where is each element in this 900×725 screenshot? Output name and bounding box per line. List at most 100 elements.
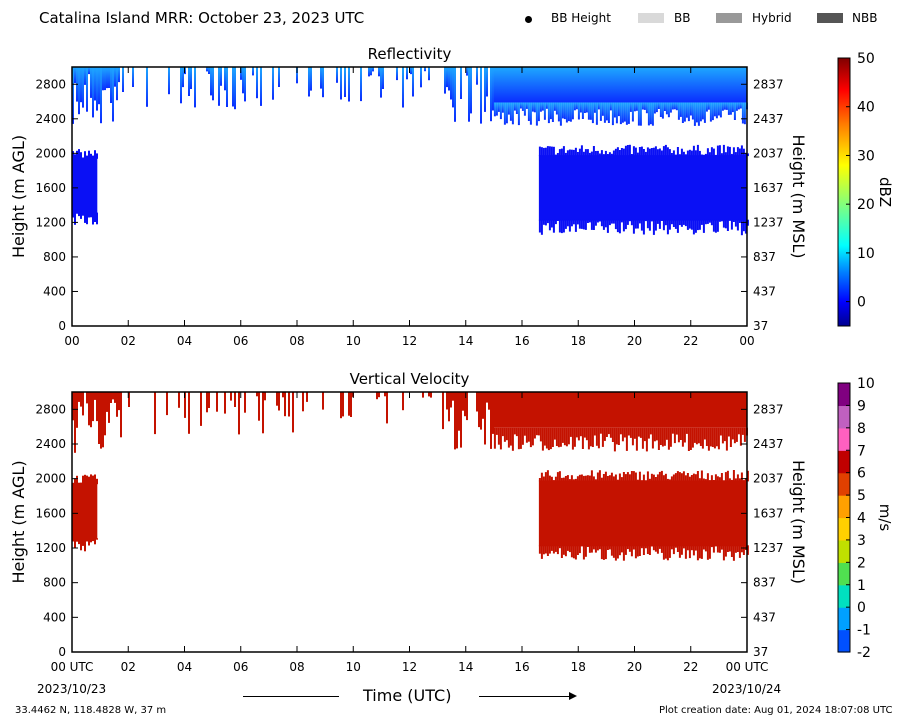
y-tick-label: 0 bbox=[58, 319, 66, 333]
x-tick-label: 14 bbox=[458, 660, 473, 674]
y-tick-label: 800 bbox=[43, 250, 66, 264]
y-tick-label-right: 2437 bbox=[753, 437, 784, 451]
x-tick-label: 00 bbox=[739, 334, 754, 348]
left-arrow-line bbox=[243, 696, 339, 697]
colorbar-segment bbox=[838, 562, 850, 586]
colorbar-segment bbox=[838, 405, 850, 429]
data-region-late-cloud bbox=[538, 470, 749, 561]
x-tick-label: 12 bbox=[402, 660, 417, 674]
y-tick-label: 2400 bbox=[35, 112, 66, 126]
x-tick-label: 12 bbox=[402, 334, 417, 348]
data-region-late-cloud bbox=[538, 144, 749, 236]
colorbar-segment bbox=[838, 517, 850, 541]
y-tick-label: 2400 bbox=[35, 437, 66, 451]
y-tick-label-right: 2037 bbox=[753, 472, 784, 486]
colorbar: -2 -1 0 1 2 3 4 5 6 7 8 9 10 m/s bbox=[837, 376, 894, 661]
right-arrow-icon bbox=[569, 692, 577, 700]
colorbar-tick-label: 1 bbox=[857, 578, 866, 594]
y-tick-label-right: 1637 bbox=[753, 181, 784, 195]
x-tick-label: 04 bbox=[177, 334, 192, 348]
colorbar-tick-label: 4 bbox=[857, 511, 866, 527]
x-tick-label: 10 bbox=[346, 334, 361, 348]
colorbar-segment bbox=[838, 539, 850, 563]
colorbar-tick-label: 20 bbox=[857, 197, 875, 213]
x-tick-label: 00 bbox=[64, 334, 79, 348]
x-tick-label: 18 bbox=[571, 334, 586, 348]
x-tick-label: 06 bbox=[233, 660, 248, 674]
y-tick-label: 400 bbox=[43, 610, 66, 624]
colorbar-segment bbox=[838, 472, 850, 496]
y-tick-label: 2000 bbox=[35, 146, 66, 160]
y-tick-label-right: 1237 bbox=[753, 541, 784, 555]
y-tick-label: 0 bbox=[58, 645, 66, 659]
y-axis-title-right: Height (m MSL) bbox=[789, 460, 808, 584]
colorbar-tick-label: 50 bbox=[857, 51, 875, 67]
legend-label-bb: BB bbox=[674, 11, 691, 25]
bb-swatch bbox=[638, 13, 664, 23]
x-tick-label: 18 bbox=[571, 660, 586, 674]
x-tick-label: 00 UTC bbox=[726, 660, 769, 674]
y-tick-label-right: 37 bbox=[753, 645, 768, 659]
colorbar-tick-label: 7 bbox=[857, 443, 866, 459]
x-tick-label: 02 bbox=[121, 334, 136, 348]
colorbar-tick-label: 5 bbox=[857, 488, 866, 504]
y-tick-label: 1200 bbox=[35, 541, 66, 555]
x-tick-label: 08 bbox=[289, 334, 304, 348]
bb-height-dot-icon bbox=[525, 16, 532, 23]
creation-date-text: Plot creation date: Aug 01, 2024 18:07:0… bbox=[659, 705, 893, 716]
x-tick-label: 04 bbox=[177, 660, 192, 674]
data-region-upper-layer bbox=[72, 392, 748, 453]
colorbar-tick-label: -2 bbox=[857, 645, 871, 661]
colorbar-segment bbox=[838, 495, 850, 519]
colorbar-segment bbox=[838, 584, 850, 608]
colorbar-tick-label: 0 bbox=[857, 600, 866, 616]
colorbar-tick-label: 2 bbox=[857, 555, 866, 571]
colorbar-tick-label: 0 bbox=[857, 295, 866, 311]
y-tick-label-right: 837 bbox=[753, 250, 776, 264]
end-date-label: 2023/10/24 bbox=[712, 682, 782, 696]
y-tick-label-right: 2437 bbox=[753, 112, 784, 126]
x-tick-label: 22 bbox=[683, 660, 698, 674]
legend-label-bb-height: BB Height bbox=[551, 11, 611, 25]
x-tick-label: 10 bbox=[346, 660, 361, 674]
colorbar-tick-label: 3 bbox=[857, 533, 866, 549]
colorbar-segment bbox=[838, 427, 850, 451]
y-tick-label: 2800 bbox=[35, 402, 66, 416]
x-tick-label: 08 bbox=[289, 660, 304, 674]
x-tick-label: 22 bbox=[683, 334, 698, 348]
x-tick-label: 20 bbox=[627, 660, 642, 674]
y-tick-label: 1200 bbox=[35, 215, 66, 229]
data-region-early-cloud bbox=[72, 149, 98, 225]
y-tick-label: 2000 bbox=[35, 472, 66, 486]
colorbar-tick-label: -1 bbox=[857, 623, 871, 639]
colorbar-segment bbox=[838, 450, 850, 474]
right-arrow-line bbox=[479, 696, 571, 697]
data-region-upper-layer bbox=[72, 67, 748, 126]
y-tick-label-right: 2837 bbox=[753, 402, 784, 416]
y-axis-title: Height (m AGL) bbox=[9, 135, 28, 258]
colorbar-segment bbox=[838, 607, 850, 631]
x-tick-label: 02 bbox=[121, 660, 136, 674]
y-tick-label: 2800 bbox=[35, 77, 66, 91]
y-tick-label-right: 37 bbox=[753, 319, 768, 333]
y-tick-label: 1600 bbox=[35, 506, 66, 520]
x-tick-label: 14 bbox=[458, 334, 473, 348]
x-tick-label: 16 bbox=[514, 660, 529, 674]
y-tick-label-right: 2037 bbox=[753, 146, 784, 160]
y-axis-title: Height (m AGL) bbox=[9, 460, 28, 583]
start-date-label: 2023/10/23 bbox=[37, 682, 107, 696]
y-tick-label: 800 bbox=[43, 576, 66, 590]
y-axis-title-right: Height (m MSL) bbox=[789, 134, 808, 258]
y-tick-label-right: 837 bbox=[753, 576, 776, 590]
y-tick-label-right: 1237 bbox=[753, 215, 784, 229]
colorbar-segment bbox=[838, 629, 850, 653]
nbb-swatch bbox=[817, 13, 843, 23]
x-tick-label: 06 bbox=[233, 334, 248, 348]
y-tick-label-right: 2837 bbox=[753, 77, 784, 91]
colorbar-tick-label: 6 bbox=[857, 466, 866, 482]
x-tick-label: 16 bbox=[514, 334, 529, 348]
panel-title: Reflectivity bbox=[368, 45, 452, 63]
y-tick-label-right: 1637 bbox=[753, 506, 784, 520]
